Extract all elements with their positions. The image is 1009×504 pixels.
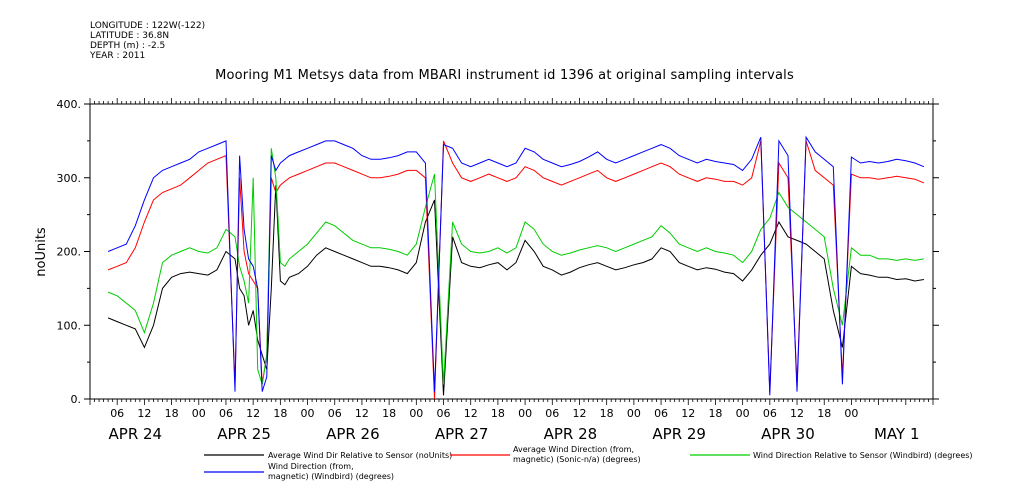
legend-label: magnetic) (Windbird) (degrees) [268, 472, 394, 481]
x-day-label: APR 29 [652, 425, 706, 443]
chart-title: Mooring M1 Metsys data from MBARI instru… [215, 68, 794, 83]
legend-label: magnetic) (Sonic-n/a) (degrees) [513, 455, 641, 464]
x-tick-label: 06 [328, 407, 342, 420]
y-tick-label: 200. [57, 246, 82, 259]
x-tick-label: 00 [192, 407, 206, 420]
x-tick-label: 12 [137, 407, 151, 420]
x-tick-label: 18 [491, 407, 505, 420]
x-tick-label: 06 [437, 407, 451, 420]
x-day-label: APR 28 [544, 425, 598, 443]
x-tick-label: 06 [219, 407, 233, 420]
y-axis-label: noUnits [34, 227, 49, 277]
x-tick-label: 00 [409, 407, 423, 420]
legend: Average Wind Dir Relative to Sensor (noU… [204, 445, 973, 481]
x-tick-label: 00 [844, 407, 858, 420]
plot-border [89, 103, 934, 400]
series-line-0 [107, 185, 924, 396]
x-tick-label: 06 [654, 407, 668, 420]
meta-latitude: LATITUDE : 36.8N [90, 31, 170, 41]
series-line-2 [107, 148, 924, 385]
series-line-3 [107, 135, 925, 396]
series-line-1 [107, 140, 925, 400]
legend-label: Average Wind Dir Relative to Sensor (noU… [268, 451, 452, 460]
x-tick-label: 12 [464, 407, 478, 420]
x-day-label: APR 27 [435, 425, 489, 443]
meta-depth: DEPTH (m) : -2.5 [90, 41, 166, 51]
y-tick-label: 300. [57, 172, 82, 185]
series-lines [107, 135, 925, 400]
x-day-label: APR 26 [326, 425, 380, 443]
x-tick-label: 18 [817, 407, 831, 420]
legend-label: Average Wind Direction (from, [513, 445, 634, 454]
x-tick-label: 06 [110, 407, 124, 420]
x-tick-label: 18 [382, 407, 396, 420]
x-axis: 06 12 18 00 06 12 18 00 06 12 18 00 06 12 18 00 06 12 18 00… [89, 98, 934, 443]
y-axis: 0. 100. 200. 300. 400. [57, 98, 939, 406]
meta-longitude: LONGITUDE : 122W(-122) [90, 21, 206, 31]
metadata-block: LONGITUDE : 122W(-122) LATITUDE : 36.8N … [90, 21, 205, 61]
x-tick-label: 00 [518, 407, 532, 420]
x-tick-label: 12 [681, 407, 695, 420]
legend-label: Wind Direction Relative to Sensor (Windb… [753, 451, 973, 460]
plot-frame [89, 103, 934, 400]
x-day-label: APR 24 [109, 425, 163, 443]
x-tick-label: 00 [736, 407, 750, 420]
x-tick-label: 12 [790, 407, 804, 420]
x-day-label: MAY 1 [874, 425, 920, 443]
x-day-label: APR 30 [761, 425, 815, 443]
meta-year: YEAR : 2011 [90, 51, 146, 61]
x-tick-label: 12 [355, 407, 369, 420]
x-tick-label: 12 [572, 407, 586, 420]
x-tick-label: 00 [627, 407, 641, 420]
y-tick-label: 100. [57, 319, 82, 332]
x-tick-label: 00 [301, 407, 315, 420]
legend-label: Wind Direction (from, [268, 462, 354, 471]
y-tick-label: 0. [71, 393, 82, 406]
x-tick-label: 18 [165, 407, 179, 420]
x-tick-label: 18 [600, 407, 614, 420]
x-tick-label: 18 [708, 407, 722, 420]
x-tick-label: 18 [273, 407, 287, 420]
x-tick-label: 06 [763, 407, 777, 420]
x-tick-label: 12 [246, 407, 260, 420]
y-tick-label: 400. [57, 98, 82, 111]
x-day-label: APR 25 [217, 425, 271, 443]
x-tick-label: 06 [545, 407, 559, 420]
